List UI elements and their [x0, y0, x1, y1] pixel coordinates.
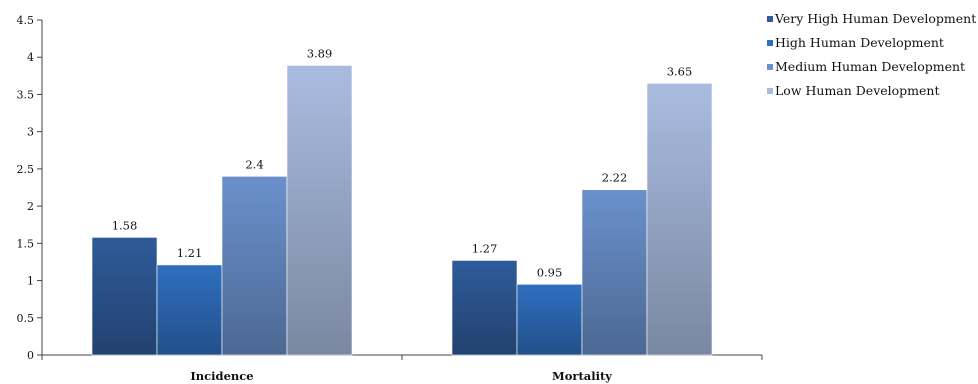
bar-mortality-series-2 [516, 283, 583, 356]
data-label: 3.89 [307, 46, 333, 60]
data-label: 1.58 [112, 218, 138, 232]
chart-bars [91, 65, 713, 356]
x-category-label: Mortality [552, 369, 612, 383]
data-label: 1.21 [177, 246, 203, 260]
y-tick-label: 2.5 [17, 163, 35, 176]
legend-swatch [767, 16, 773, 22]
y-tick-label: 1 [27, 275, 34, 288]
y-tick-label: 0 [27, 349, 34, 362]
legend-swatch [767, 64, 773, 70]
legend-swatch [767, 88, 773, 94]
y-tick-label: 4 [27, 51, 34, 64]
data-label: 3.65 [667, 64, 693, 78]
legend-swatch [767, 40, 773, 46]
y-tick-label: 3.5 [17, 88, 35, 101]
legend-label: High Human Development [775, 35, 944, 50]
chart-legend: Very High Human Development High Human De… [767, 11, 976, 98]
data-label: 1.27 [472, 241, 498, 255]
x-category-label: Incidence [190, 369, 253, 383]
bar-incidence-series-3 [221, 176, 288, 356]
bar-incidence-series-1 [91, 237, 158, 356]
data-label: 2.4 [245, 157, 263, 171]
y-tick-label: 2 [27, 200, 34, 213]
bar-mortality-series-4 [646, 82, 713, 356]
bar-mortality-series-1 [451, 260, 518, 356]
bar-incidence-series-4 [286, 65, 353, 356]
data-label: 2.22 [602, 171, 628, 185]
y-tick-label: 4.5 [17, 14, 35, 27]
chart-data-labels: 1.58 1.21 2.4 3.89 1.27 0.95 2.22 3.65 [112, 46, 693, 279]
data-label: 0.95 [537, 265, 563, 279]
legend-label: Medium Human Development [775, 59, 965, 74]
y-tick-label: 1.5 [17, 237, 35, 250]
legend-label: Very High Human Development [774, 11, 976, 26]
y-tick-label: 3 [27, 126, 34, 139]
bar-mortality-series-3 [581, 189, 648, 356]
bar-incidence-series-2 [156, 264, 223, 356]
y-tick-label: 0.5 [17, 312, 35, 325]
legend-label: Low Human Development [775, 83, 940, 98]
